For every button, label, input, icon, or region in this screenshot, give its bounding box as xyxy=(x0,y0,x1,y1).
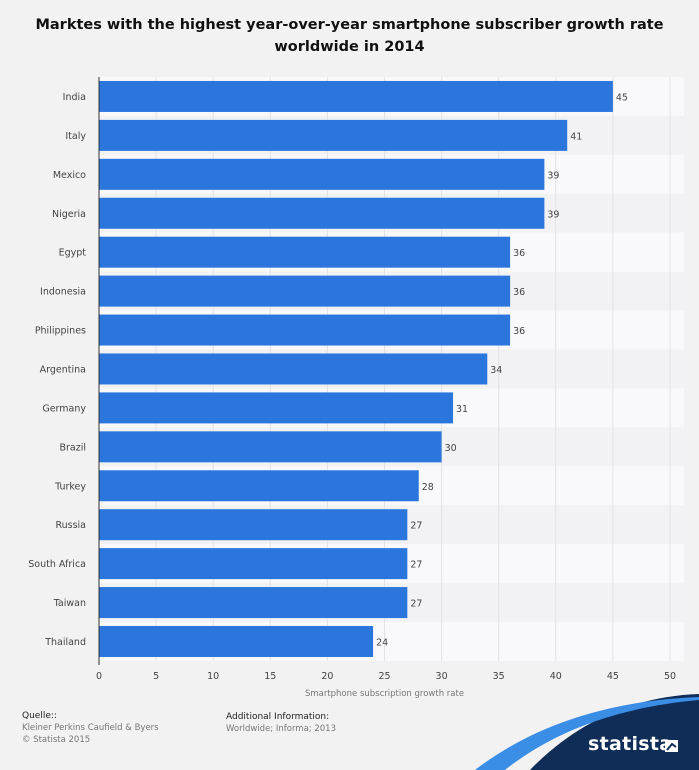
bar xyxy=(99,314,511,346)
value-label: 45 xyxy=(616,92,628,103)
value-label: 36 xyxy=(513,326,525,337)
value-label: 24 xyxy=(376,637,388,648)
x-tick-label: 30 xyxy=(436,671,448,682)
category-label: Turkey xyxy=(54,481,86,492)
x-tick-label: 35 xyxy=(493,671,505,682)
category-label: India xyxy=(63,92,86,103)
value-label: 28 xyxy=(422,482,434,493)
category-label: Indonesia xyxy=(40,287,86,298)
category-label: Philippines xyxy=(35,326,86,337)
category-label: Thailand xyxy=(44,637,86,648)
category-label: Nigeria xyxy=(52,209,86,220)
source-line-1: Kleiner Perkins Caufield & Byers xyxy=(22,723,159,733)
statista-logo[interactable]: statista xyxy=(588,733,673,755)
bar xyxy=(99,353,488,385)
source-block: Quelle:: Kleiner Perkins Caufield & Byer… xyxy=(22,710,159,746)
x-tick-label: 25 xyxy=(378,671,390,682)
x-tick-label: 5 xyxy=(153,671,159,682)
additional-info-header: Additional Information: xyxy=(226,712,330,722)
value-label: 30 xyxy=(445,443,457,454)
value-label: 34 xyxy=(490,365,502,376)
category-label: Argentina xyxy=(40,364,86,375)
x-tick-label: 15 xyxy=(264,671,276,682)
category-label: Brazil xyxy=(59,442,86,453)
bar xyxy=(99,392,454,424)
category-label: Taiwan xyxy=(53,598,86,609)
value-label: 31 xyxy=(456,404,468,415)
category-label: Russia xyxy=(55,520,86,531)
value-label: 27 xyxy=(410,599,422,610)
x-tick-label: 50 xyxy=(664,671,676,682)
source-line-2: © Statista 2015 xyxy=(22,735,91,745)
value-label: 36 xyxy=(513,287,525,298)
value-label: 27 xyxy=(410,521,422,532)
bar xyxy=(99,197,545,229)
bar xyxy=(99,470,419,502)
additional-info-line: Worldwide; Informa; 2013 xyxy=(226,724,336,734)
category-label: Italy xyxy=(65,131,86,142)
x-tick-label: 20 xyxy=(321,671,333,682)
additional-info-block: Additional Information: Worldwide; Infor… xyxy=(226,711,336,735)
bar xyxy=(99,625,374,657)
bar xyxy=(99,236,511,268)
bar xyxy=(99,587,408,619)
bar xyxy=(99,158,545,190)
bar xyxy=(99,431,442,463)
bar xyxy=(99,119,568,151)
bar xyxy=(99,548,408,580)
x-axis-title: Smartphone subscription growth rate xyxy=(305,689,464,699)
x-tick-label: 45 xyxy=(607,671,619,682)
category-label: Mexico xyxy=(53,170,86,181)
category-label: Egypt xyxy=(59,248,87,259)
bar xyxy=(99,509,408,541)
category-label: Germany xyxy=(42,403,86,414)
x-tick-label: 0 xyxy=(96,671,102,682)
bar xyxy=(99,275,511,307)
category-label: South Africa xyxy=(28,559,86,570)
x-tick-label: 40 xyxy=(550,671,562,682)
x-tick-label: 10 xyxy=(207,671,219,682)
value-label: 41 xyxy=(570,131,582,142)
bar xyxy=(99,80,613,112)
value-label: 36 xyxy=(513,248,525,259)
value-label: 39 xyxy=(547,209,559,220)
statista-logo-icon xyxy=(665,740,678,752)
source-header: Quelle:: xyxy=(22,711,57,721)
chart-title: Marktes with the highest year-over-year … xyxy=(35,17,664,55)
value-label: 39 xyxy=(547,170,559,181)
value-label: 27 xyxy=(410,560,422,571)
